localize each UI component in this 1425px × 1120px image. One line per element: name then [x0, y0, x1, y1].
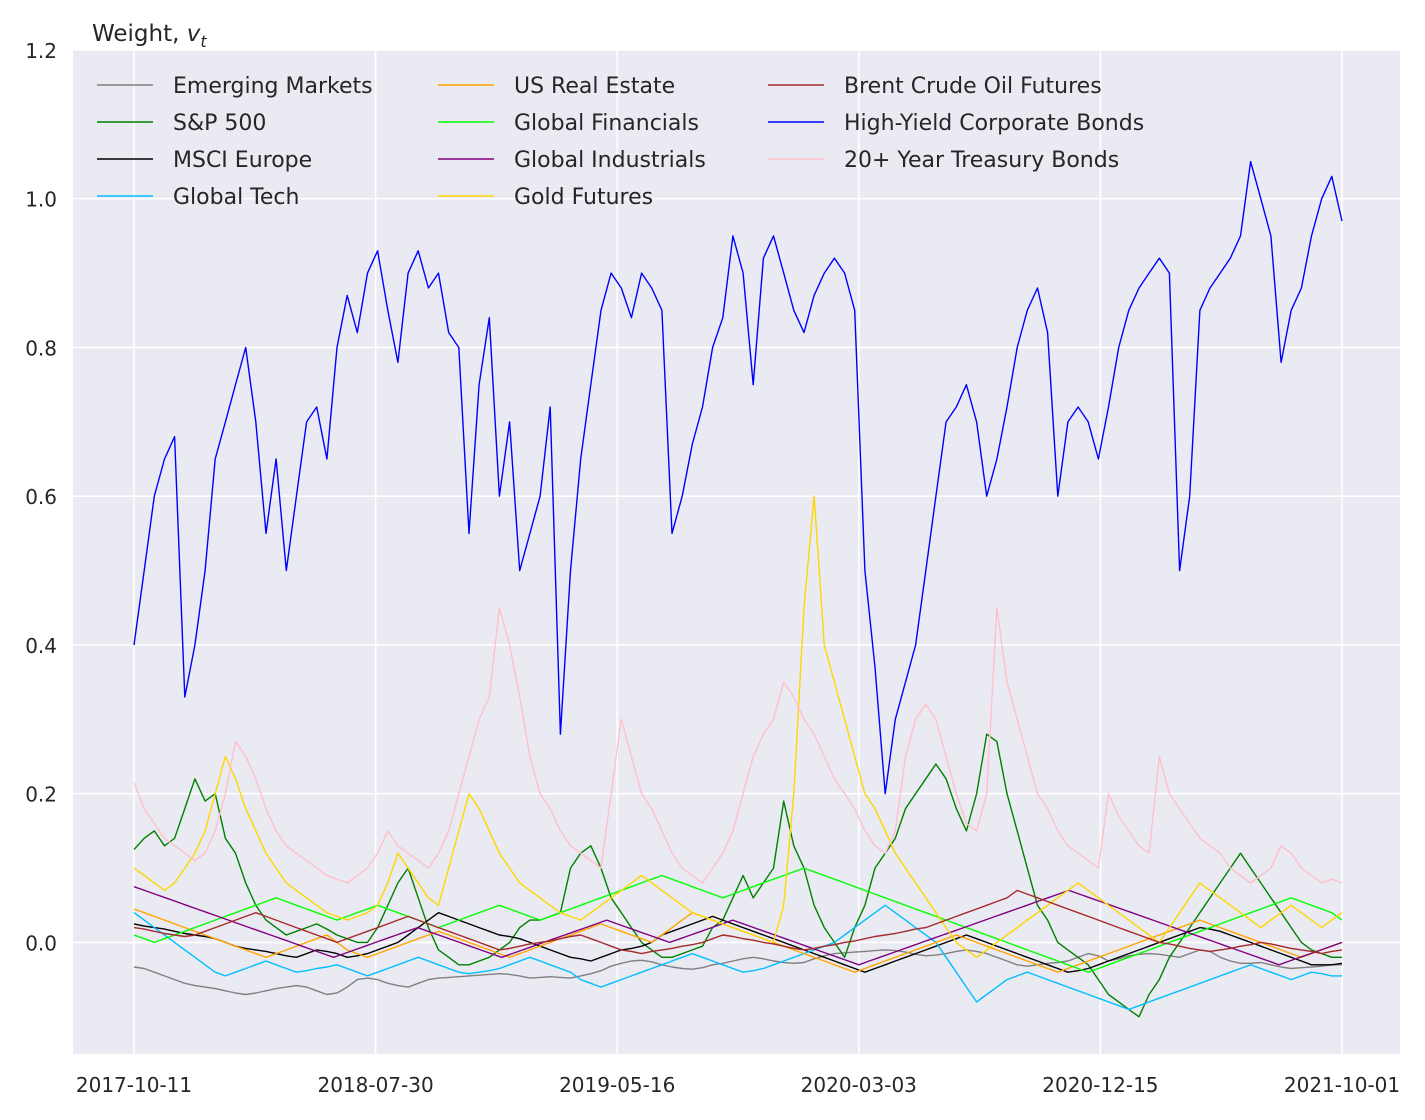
series-layer — [133, 160, 1343, 1018]
y-axis-label: Weight, vt — [92, 21, 207, 51]
legend-item: MSCI Europe — [97, 148, 312, 173]
x-axis: 2017-10-11 2018-07-30 2019-05-16 2020-03-03… — [76, 1073, 1400, 1097]
y-axis-label-prefix: Weight, — [92, 21, 187, 47]
x-tick-label: 2021-10-01 — [1284, 1073, 1400, 1097]
x-tick-label: 2018-07-30 — [317, 1073, 433, 1097]
series-line — [133, 160, 1343, 795]
series-line — [133, 495, 1343, 958]
legend-item: 20+ Year Treasury Bonds — [768, 148, 1119, 173]
legend-label: US Real Estate — [514, 74, 675, 99]
y-tick-label: 0.0 — [25, 931, 57, 955]
y-tick-label: 1.0 — [25, 188, 57, 212]
y-axis-label-subscript: t — [200, 32, 207, 51]
legend: Emerging Markets S&P 500 MSCI Europe Global… — [97, 74, 1144, 210]
legend-label: S&P 500 — [173, 111, 266, 136]
x-tick-label: 2017-10-11 — [76, 1073, 192, 1097]
legend-label: MSCI Europe — [173, 148, 312, 173]
y-axis: 0.0 0.2 0.4 0.6 0.8 1.0 1.2 — [25, 39, 57, 955]
legend-item: Emerging Markets — [97, 74, 373, 99]
x-tick-label: 2019-05-16 — [559, 1073, 675, 1097]
legend-label: Brent Crude Oil Futures — [844, 74, 1102, 99]
legend-item: S&P 500 — [97, 111, 266, 136]
series-line — [133, 607, 1343, 884]
legend-label: Gold Futures — [514, 185, 653, 210]
series-line — [133, 904, 1342, 1011]
legend-label: Global Tech — [173, 185, 299, 210]
series-line — [133, 733, 1342, 1018]
y-tick-label: 1.2 — [25, 39, 57, 63]
series-line — [133, 867, 1343, 973]
y-tick-label: 0.4 — [25, 634, 57, 658]
legend-label: High-Yield Corporate Bonds — [844, 111, 1144, 136]
grid-lines — [73, 49, 1400, 1054]
y-tick-label: 0.2 — [25, 783, 57, 807]
legend-label: Global Industrials — [514, 148, 706, 173]
series-line — [133, 886, 1343, 966]
legend-item: High-Yield Corporate Bonds — [768, 111, 1144, 136]
x-tick-label: 2020-12-15 — [1042, 1073, 1158, 1097]
legend-item: Global Industrials — [438, 148, 706, 173]
series-line — [133, 949, 1342, 996]
y-axis-label-symbol: v — [187, 21, 201, 47]
legend-label: Emerging Markets — [173, 74, 373, 99]
x-tick-label: 2020-03-03 — [801, 1073, 917, 1097]
legend-item: US Real Estate — [438, 74, 675, 99]
series-line — [133, 889, 1343, 955]
y-tick-label: 0.6 — [25, 485, 57, 509]
legend-item: Global Financials — [438, 111, 699, 136]
y-tick-label: 0.8 — [25, 336, 57, 360]
legend-item: Global Tech — [97, 185, 299, 210]
legend-item: Brent Crude Oil Futures — [768, 74, 1102, 99]
series-line — [133, 912, 1343, 973]
legend-label: 20+ Year Treasury Bonds — [844, 148, 1119, 173]
legend-label: Global Financials — [514, 111, 699, 136]
legend-item: Gold Futures — [438, 185, 653, 210]
